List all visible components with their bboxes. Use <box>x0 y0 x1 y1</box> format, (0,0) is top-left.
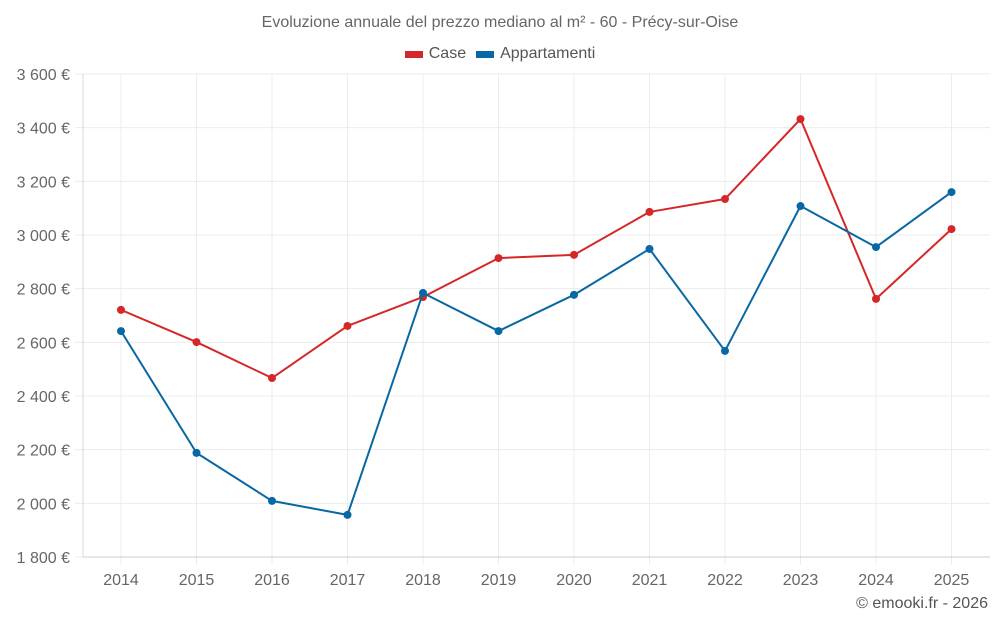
data-point-case[interactable] <box>268 374 276 383</box>
x-tick-label: 2014 <box>103 572 139 589</box>
y-tick-label: 3 200 € <box>17 174 70 191</box>
data-point-case[interactable] <box>796 115 805 124</box>
data-point-appartamenti[interactable] <box>419 288 427 297</box>
data-point-case[interactable] <box>947 225 956 234</box>
data-point-appartamenti[interactable] <box>645 244 654 253</box>
y-tick-label: 3 600 € <box>17 67 70 84</box>
series-line-case <box>120 118 953 380</box>
copyright-credit: © emooki.fr - 2026 <box>856 595 988 612</box>
y-tick-label: 1 800 € <box>17 550 70 567</box>
y-tick-label: 2 200 € <box>17 443 70 460</box>
y-tick-label: 2 000 € <box>17 496 70 513</box>
data-point-appartamenti[interactable] <box>570 290 578 299</box>
data-point-case[interactable] <box>494 254 503 263</box>
data-point-appartamenti[interactable] <box>117 327 125 336</box>
x-tick-label: 2023 <box>783 572 819 589</box>
x-tick-label: 2015 <box>179 572 215 589</box>
legend-label-appartamenti: Appartamenti <box>500 45 596 62</box>
x-tick-label: 2016 <box>254 572 290 589</box>
data-point-appartamenti[interactable] <box>494 327 503 336</box>
data-point-appartamenti[interactable] <box>268 496 276 505</box>
series-appartamenti <box>117 188 956 519</box>
data-point-case[interactable] <box>343 321 352 330</box>
x-tick-label: 2022 <box>707 572 743 589</box>
y-tick-label: 2 600 € <box>17 335 70 352</box>
data-point-case[interactable] <box>645 207 654 216</box>
data-point-appartamenti[interactable] <box>796 202 805 211</box>
data-point-appartamenti[interactable] <box>947 188 956 197</box>
data-point-appartamenti[interactable] <box>872 243 880 252</box>
y-tick-label: 2 800 € <box>17 282 70 299</box>
y-tick-label: 3 000 € <box>17 228 70 245</box>
x-gridlines <box>120 74 952 565</box>
x-tick-label: 2018 <box>405 572 441 589</box>
data-point-case[interactable] <box>192 338 201 347</box>
x-tick-label: 2019 <box>481 572 517 589</box>
legend-item-case[interactable]: Case <box>404 45 467 63</box>
x-tick-label: 2020 <box>556 572 592 589</box>
legend-label-case: Case <box>428 45 467 62</box>
data-point-appartamenti[interactable] <box>343 510 352 519</box>
x-tick-label: 2024 <box>858 572 894 589</box>
data-point-case[interactable] <box>872 294 880 303</box>
axes <box>82 74 990 558</box>
y-axis-labels: 1 800 € 2 000 € 2 200 € 2 400 € 2 600 € 2 800… <box>17 67 70 567</box>
data-point-appartamenti[interactable] <box>192 448 201 457</box>
series-group <box>117 115 956 519</box>
legend-swatch-appartamenti <box>476 50 495 58</box>
y-tick-label: 2 400 € <box>17 389 70 406</box>
legend-swatch-case <box>404 50 423 58</box>
x-axis-labels: 2014 2015 2016 2017 2018 2019 2020 2021 2022 2023… <box>103 572 969 589</box>
y-tick-label: 3 400 € <box>17 121 70 138</box>
data-point-case[interactable] <box>721 195 729 204</box>
data-point-case[interactable] <box>570 250 578 259</box>
x-tick-label: 2025 <box>934 572 970 589</box>
chart-title: Evoluzione annuale del prezzo mediano al… <box>261 14 739 31</box>
series-line-appartamenti <box>120 191 953 516</box>
data-point-appartamenti[interactable] <box>721 346 729 355</box>
legend: Case Appartamenti <box>0 45 1000 63</box>
y-gridlines <box>75 73 990 558</box>
x-tick-label: 2021 <box>632 572 668 589</box>
legend-item-appartamenti[interactable]: Appartamenti <box>476 45 595 63</box>
x-tick-label: 2017 <box>330 572 366 589</box>
data-point-case[interactable] <box>117 305 125 314</box>
